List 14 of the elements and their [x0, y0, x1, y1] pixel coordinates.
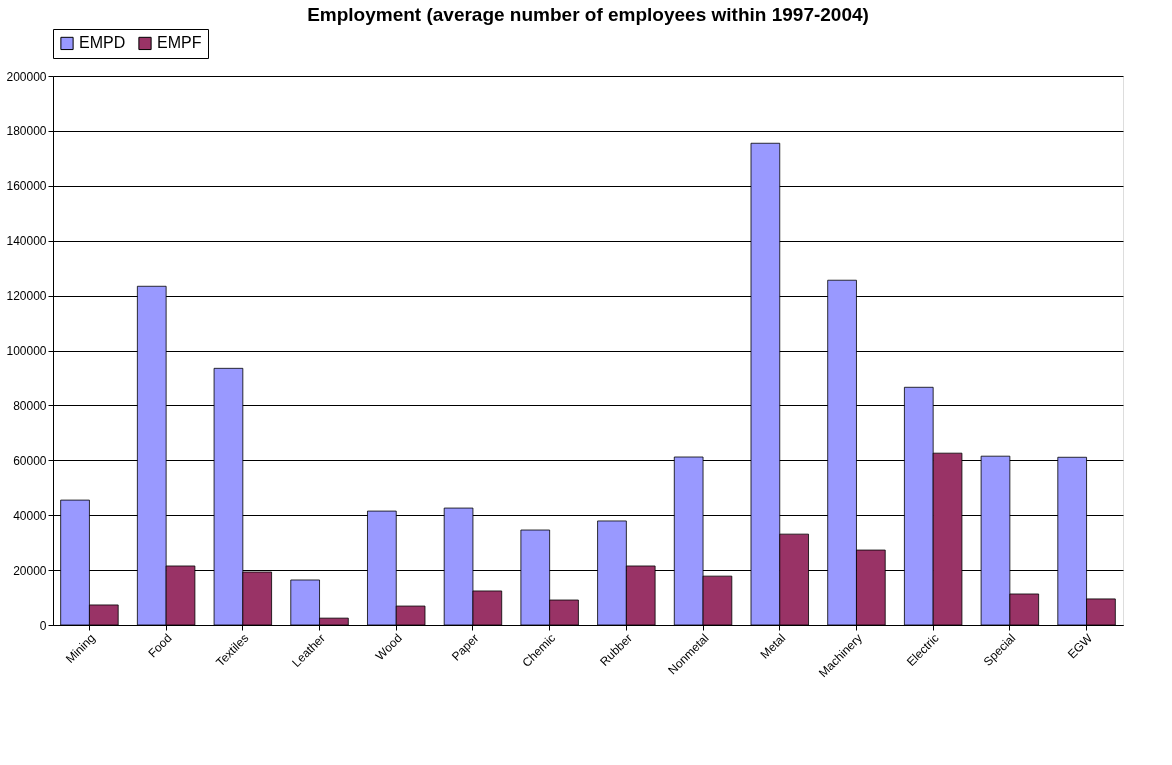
y-tick-label: 180000: [6, 124, 47, 139]
y-tick-label: 20000: [13, 563, 47, 578]
chart-title: Employment (average number of employees within 1997-2004): [307, 3, 869, 25]
y-tick-label: 40000: [13, 508, 47, 523]
legend-label: EMPD: [79, 34, 126, 52]
y-tick-label: 200000: [6, 69, 47, 84]
y-tick-label: 160000: [6, 179, 47, 194]
y-tick-label: 60000: [13, 453, 47, 468]
y-tick-label: 120000: [6, 289, 47, 304]
y-tick-label: 0: [39, 618, 47, 633]
legend-label: EMPF: [157, 34, 202, 52]
y-tick-label: 80000: [13, 398, 47, 413]
y-tick-label: 140000: [6, 234, 47, 249]
y-tick-label: 100000: [6, 344, 47, 358]
